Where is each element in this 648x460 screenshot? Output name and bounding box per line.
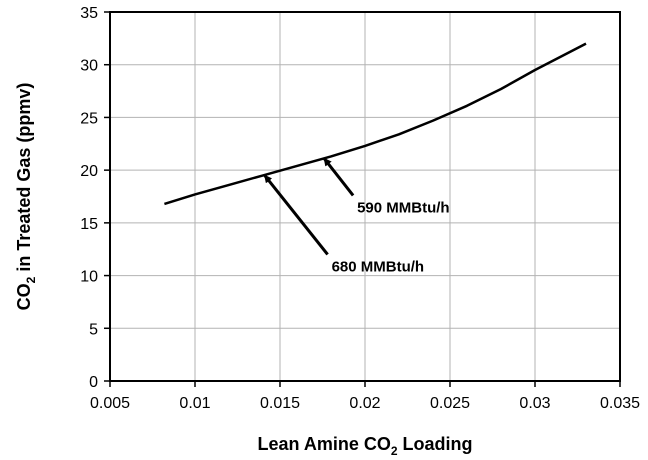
y-axis-title: CO2 in Treated Gas (ppmv) <box>14 83 38 311</box>
annotation-label: 680 MMBtu/h <box>332 258 425 275</box>
y-tick-label: 30 <box>80 58 98 75</box>
y-tick-label: 5 <box>89 321 98 338</box>
y-tick-label: 0 <box>89 374 98 391</box>
tick-labels: 0.005 0.01 0.015 0.02 0.025 0.03 0.035 0 5 10 15 20… <box>80 5 640 412</box>
y-tick-label: 15 <box>80 216 98 233</box>
annotation-arrow <box>263 174 329 256</box>
x-tick-label: 0.01 <box>179 395 210 412</box>
x-tick-label: 0.015 <box>260 395 300 412</box>
x-axis-title-sub: 2 <box>391 444 398 458</box>
x-axis-title: Lean Amine CO2 Loading <box>257 434 472 458</box>
x-tick-label: 0.02 <box>349 395 380 412</box>
annotation-label: 590 MMBtu/h <box>357 199 450 216</box>
x-axis-title-main: Lean Amine CO <box>257 434 390 454</box>
x-tick-label: 0.035 <box>600 395 640 412</box>
y-tick-label: 35 <box>80 5 98 22</box>
y-axis-title-tail: in Treated Gas (ppmv) <box>14 83 34 277</box>
series-layer <box>164 42 587 206</box>
x-tick-label: 0.005 <box>90 395 130 412</box>
plot-area-border <box>109 11 621 382</box>
x-tick-label: 0.025 <box>430 395 470 412</box>
x-axis-title-tail: Loading <box>398 434 473 454</box>
series-line <box>164 42 587 206</box>
y-tick-label: 20 <box>80 163 98 180</box>
annotations: 680 MMBtu/h 590 MMBtu/h <box>263 157 450 275</box>
x-tick-label: 0.03 <box>519 395 550 412</box>
y-axis-title-sub: 2 <box>24 276 38 283</box>
y-tick-label: 25 <box>80 110 98 127</box>
y-tick-label: 10 <box>80 269 98 286</box>
y-axis-title-main: CO <box>14 283 34 310</box>
annotation-arrow <box>323 157 355 197</box>
